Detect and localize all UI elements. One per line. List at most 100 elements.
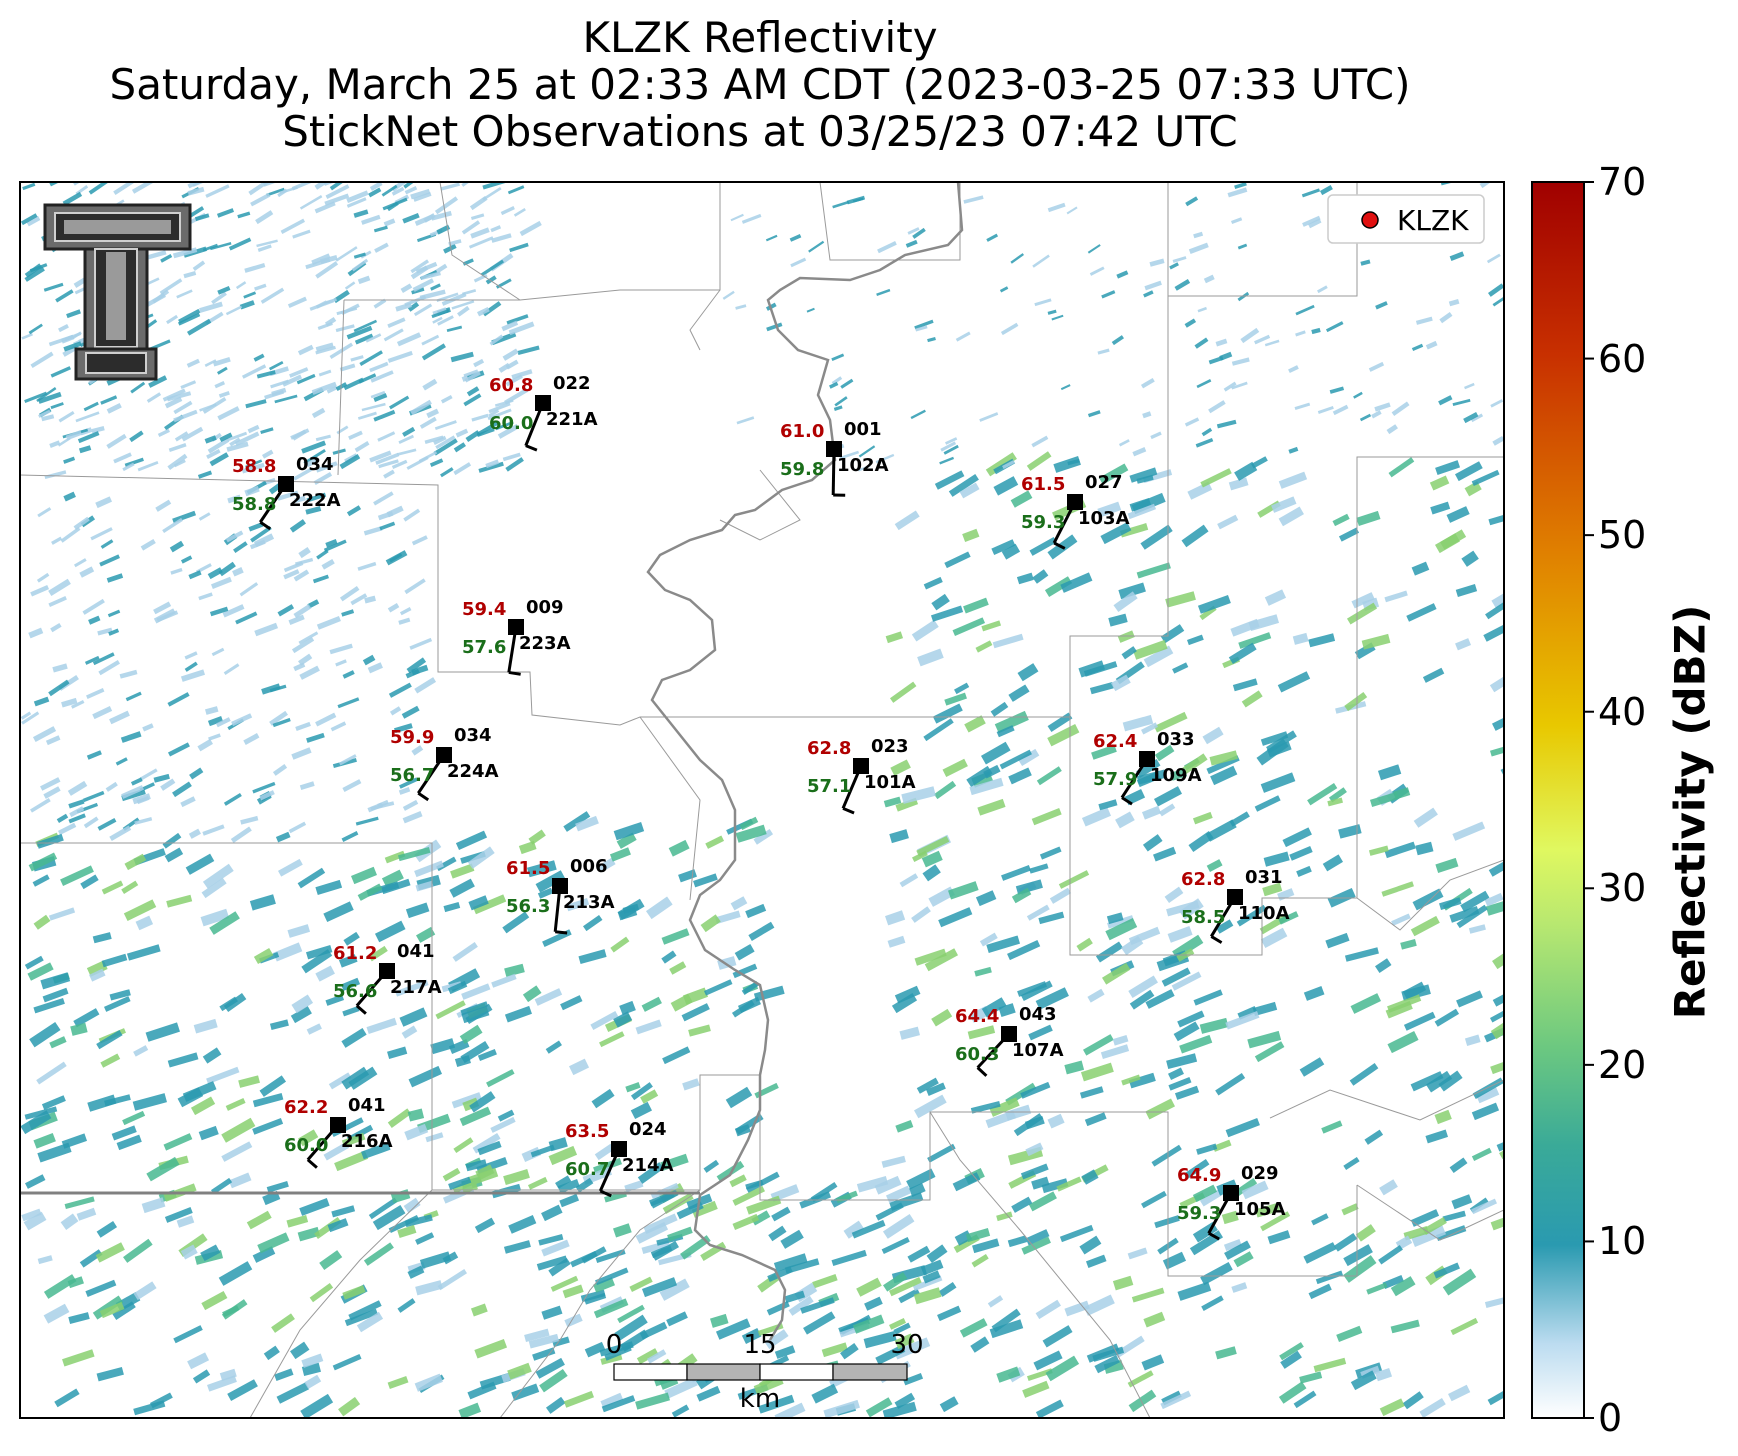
radar-echo [630, 1101, 653, 1120]
radar-echo [619, 1000, 636, 1016]
radar-echo [922, 864, 941, 882]
radar-echo [176, 289, 193, 299]
radar-echo [682, 987, 709, 1005]
radar-echo [1368, 361, 1385, 372]
radar-echo [1232, 678, 1258, 692]
radar-echo [386, 201, 399, 212]
radar-echo [1487, 1387, 1504, 1406]
radar-echo [1425, 1070, 1453, 1093]
radar-echo [212, 356, 231, 367]
radar-echo [460, 1001, 489, 1016]
station-temperature: 62.4 [1093, 731, 1137, 752]
radar-echo [294, 495, 306, 504]
radar-echo [758, 1394, 795, 1414]
radar-echo [71, 700, 85, 709]
radar-echo [254, 622, 279, 637]
radar-echo [86, 750, 102, 760]
radar-echo [967, 1025, 996, 1040]
radar-echo [66, 309, 81, 319]
radar-echo [1492, 435, 1504, 446]
radar-echo [464, 371, 481, 383]
radar-echo [1260, 927, 1288, 948]
radar-echo [1463, 411, 1479, 424]
radar-echo [422, 378, 438, 391]
radar-echo [216, 208, 235, 218]
radar-echo [217, 285, 231, 295]
radar-echo [996, 725, 1015, 738]
radar-echo [389, 706, 402, 716]
radar-echo [1327, 797, 1343, 807]
radar-echo [446, 325, 463, 333]
radar-echo [289, 519, 306, 533]
radar-echo [1483, 620, 1504, 642]
radar-echo [261, 449, 274, 459]
radar-echo [1184, 417, 1200, 427]
radar-echo [1295, 304, 1315, 316]
radar-echo [407, 301, 420, 312]
radar-echo [1011, 887, 1032, 904]
radar-echo [1136, 769, 1167, 785]
radar-echo [327, 1218, 349, 1233]
radar-echo [881, 1155, 906, 1168]
radar-echo [266, 1181, 289, 1193]
radar-echo [486, 1069, 515, 1088]
radar-echo [1332, 513, 1350, 527]
radar-echo [101, 880, 124, 895]
radar-echo [85, 1279, 117, 1297]
radar-echo [1484, 892, 1504, 907]
radar-echo [1141, 1354, 1165, 1371]
radar-echo [202, 863, 234, 889]
radar-echo [207, 567, 223, 580]
radar-echo [341, 831, 359, 842]
radar-echo [24, 1106, 58, 1120]
radar-echo [209, 452, 229, 467]
radar-echo [593, 1277, 616, 1293]
radar-echo [219, 432, 233, 442]
radar-echo [1066, 206, 1078, 215]
radar-echo [289, 367, 309, 378]
radar-echo [668, 839, 690, 857]
radar-echo [186, 318, 212, 336]
radar-echo [491, 1183, 522, 1199]
radar-echo [696, 1385, 721, 1402]
radar-echo [208, 733, 221, 741]
radar-echo [1165, 591, 1196, 608]
radar-echo [359, 350, 383, 366]
radar-echo [198, 592, 213, 601]
radar-echo [130, 777, 143, 786]
radar-echo [1393, 787, 1411, 800]
radar-echo [451, 300, 475, 310]
radar-echo [1439, 312, 1453, 324]
radar-echo [1344, 947, 1379, 962]
station-dewpoint: 56.7 [390, 765, 434, 786]
radar-echo [219, 1368, 237, 1382]
radar-echo [659, 1278, 690, 1301]
radar-echo [296, 373, 316, 385]
radar-echo [360, 250, 372, 259]
radar-echo [1254, 334, 1271, 345]
radar-echo [1461, 550, 1479, 567]
radar-echo [1388, 457, 1415, 478]
radar-echo [497, 1109, 515, 1122]
radar-echo [907, 227, 920, 235]
radar-echo [162, 517, 184, 534]
radar-echo [29, 1021, 61, 1048]
radar-echo [889, 829, 909, 844]
radar-echo [971, 1254, 989, 1268]
radar-echo [48, 578, 71, 596]
